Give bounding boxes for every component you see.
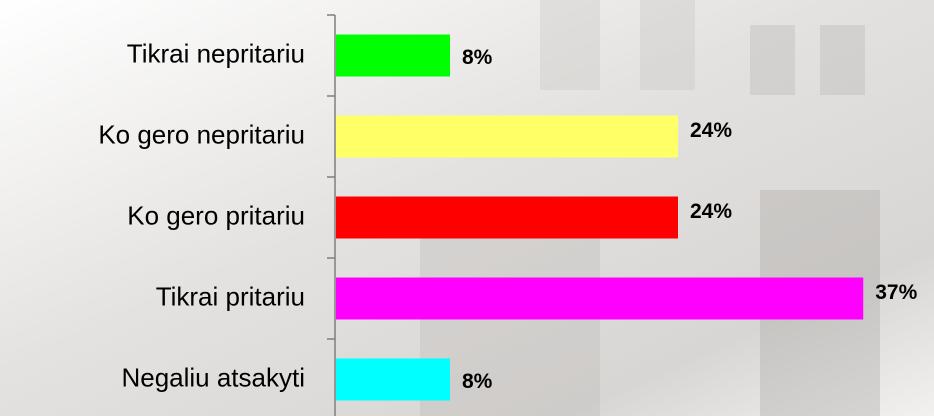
bar [336, 197, 678, 239]
chart: Tikrai nepritariu 8% Ko gero nepritariu 24%… [0, 0, 934, 416]
bar [336, 35, 450, 77]
value-label: 8% [462, 46, 493, 69]
page: {"chart_data": {"type": "barh", "categor… [0, 0, 934, 416]
category-label: Ko gero pritariu [127, 200, 305, 230]
value-label: 37% [875, 281, 917, 304]
bar [336, 116, 678, 158]
category-label: Ko gero nepritariu [98, 119, 305, 149]
value-label: 24% [690, 119, 732, 142]
category-label: Negaliu atsakyti [121, 362, 305, 392]
value-label: 8% [462, 370, 493, 393]
bar [336, 278, 863, 320]
bar [336, 359, 450, 401]
category-label: Tikrai pritariu [156, 281, 305, 311]
value-label: 24% [690, 200, 732, 223]
category-label: Tikrai nepritariu [127, 38, 305, 68]
